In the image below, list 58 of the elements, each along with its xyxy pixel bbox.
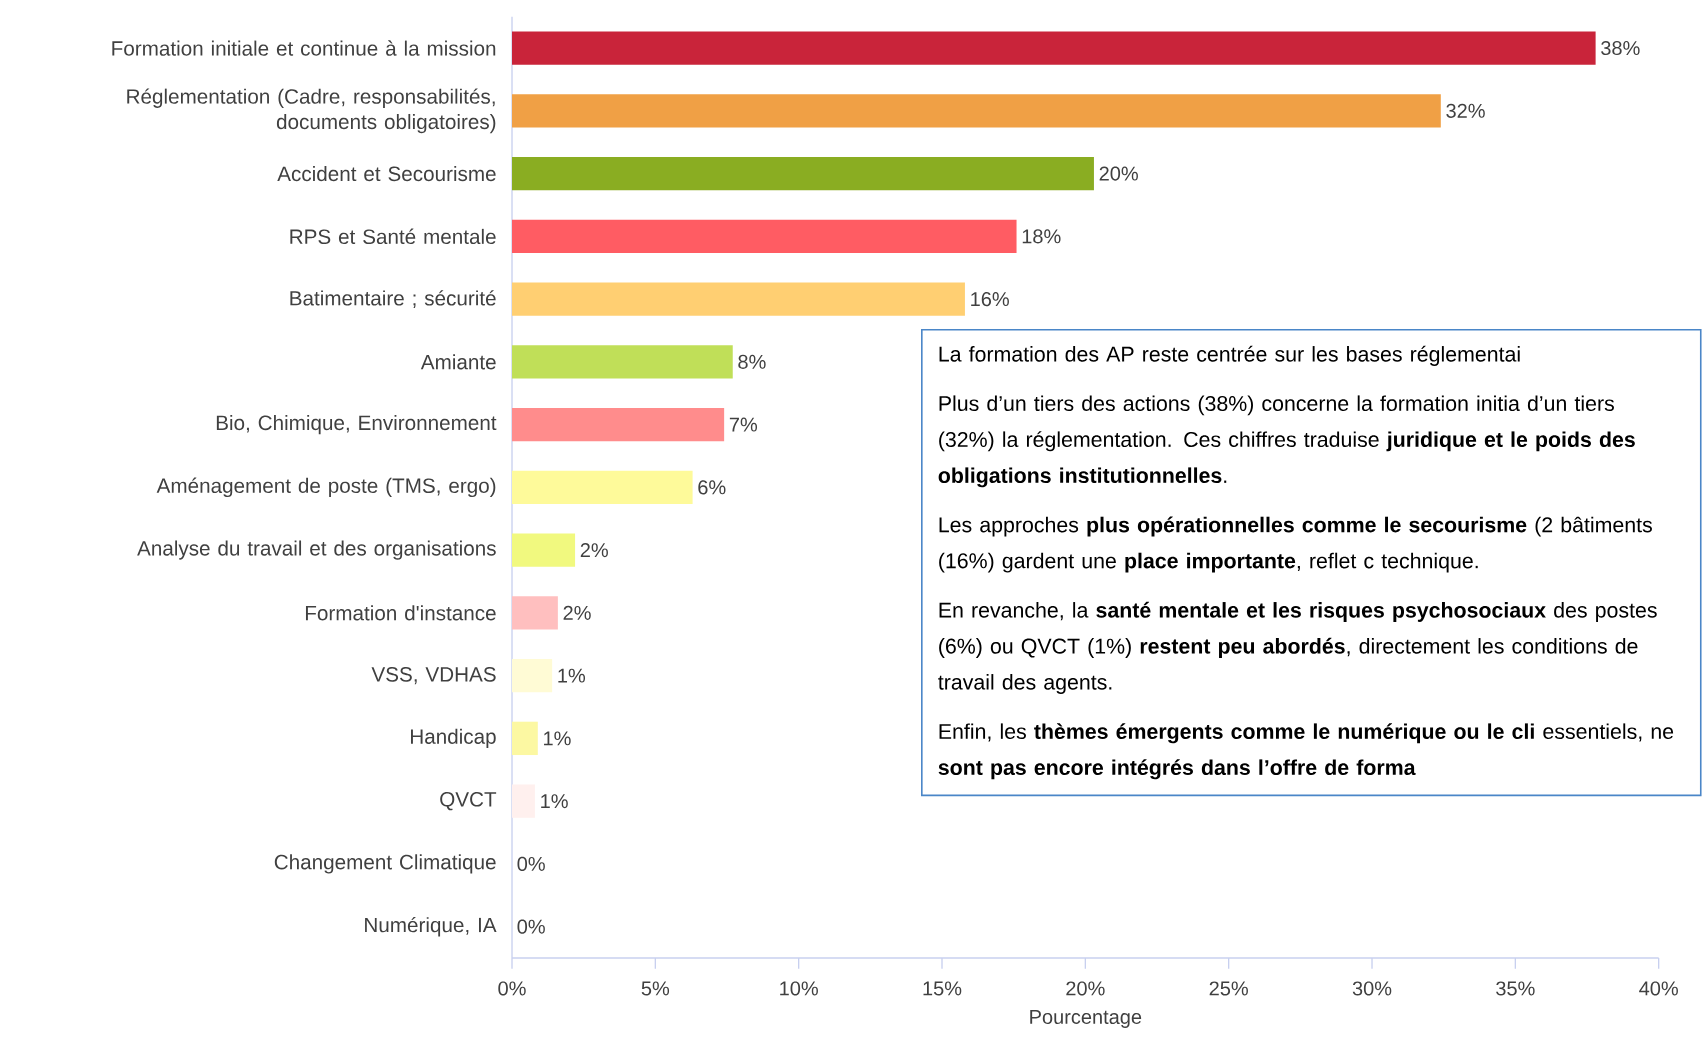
x-tick-label: 20%: [1066, 981, 1105, 996]
text: En revanche, la santé mentale et les risques psychosociaux des postes (6%) ou QVCT (1%) restent peu abordés, directement les conditions de travail des agents.: [938, 601, 1657, 694]
bar: [512, 407, 725, 442]
bar: [512, 94, 1441, 128]
data-label: 1%: [541, 794, 568, 809]
data-label: 2%: [563, 605, 591, 620]
text: Enfin, les thèmes émergents comme le numérique ou le cli essentiels, ne sont pas encore intégrés dans l’offre de forma: [938, 723, 1674, 780]
x-tick-label: 30%: [1352, 981, 1392, 996]
x-tick-label: 40%: [1639, 981, 1678, 996]
data-label: 1%: [558, 668, 586, 683]
y-tick-label: Réglementation (Cadre, responsabilités, documents obligatoires): [127, 88, 496, 134]
text: Plus d’un tiers des actions (38%) concerne la formation initia d’un tiers (32%) la réglementation. Ces chiffres traduise juridique et le poids des obligations institutionnelles.: [938, 395, 1635, 488]
bar: [512, 282, 965, 316]
y-tick-label: Accident et Secourisme: [277, 165, 496, 182]
bar: [512, 219, 1017, 253]
x-axis-title: Pourcentage: [1030, 1010, 1142, 1028]
bar: [512, 596, 558, 630]
bar: [512, 784, 535, 818]
data-label: 0%: [517, 919, 545, 934]
data-label: 7%: [729, 417, 758, 432]
bar: [512, 721, 538, 756]
x-tick-label: 10%: [780, 981, 818, 996]
data-label: 16%: [971, 291, 1009, 307]
y-tick-label: Analyse du travail et des organisations: [137, 540, 496, 560]
x-tick-label: 15%: [923, 981, 962, 996]
data-label: 18%: [1022, 229, 1061, 244]
x-tick-label: 0%: [498, 981, 526, 996]
bar: [512, 156, 1094, 191]
text: Les approches plus opérationnelles comme le secourisme (2 bâtiments (16%) gardent une place importante, reflet c technique.: [939, 516, 1652, 573]
x-tick-label: 5%: [641, 981, 670, 996]
x-tick-label: 25%: [1209, 981, 1248, 996]
y-tick-label: Aménagement de poste (TMS, ergo): [156, 477, 496, 498]
data-label: 8%: [738, 354, 766, 369]
y-tick-label: Numérique, IA: [365, 916, 497, 937]
x-tick-label: 35%: [1496, 981, 1535, 996]
y-tick-label: Changement Climatique: [274, 854, 496, 874]
y-tick-label: Formation d'instance: [305, 605, 496, 621]
y-tick-label: VSS, VDHAS: [371, 667, 496, 685]
data-label: 38%: [1601, 40, 1640, 56]
y-tick-label: Handicap: [411, 728, 496, 748]
bar: [512, 533, 576, 567]
bar: [512, 345, 733, 379]
bar: [512, 470, 693, 505]
y-tick-label: Batimentaire ; sécurité: [290, 290, 496, 308]
bar: [512, 658, 553, 693]
data-label: 20%: [1099, 166, 1138, 181]
y-tick-label: RPS et Santé mentale: [290, 228, 496, 245]
data-label: 2%: [580, 543, 608, 558]
data-label: 1%: [544, 731, 571, 746]
annotation: La formation des AP reste centrée sur les bases réglementai: [939, 345, 1520, 366]
y-tick-label: Bio, Chimique, Environnement: [216, 414, 497, 435]
y-tick-label: Formation initiale et continue à la mission: [112, 40, 496, 56]
y-tick-label: QVCT: [440, 791, 497, 811]
data-label: 6%: [698, 480, 726, 495]
data-label: 0%: [517, 856, 545, 871]
data-label: 32%: [1446, 103, 1485, 118]
y-tick-label: Amiante: [420, 354, 496, 370]
bar: [512, 31, 1596, 65]
